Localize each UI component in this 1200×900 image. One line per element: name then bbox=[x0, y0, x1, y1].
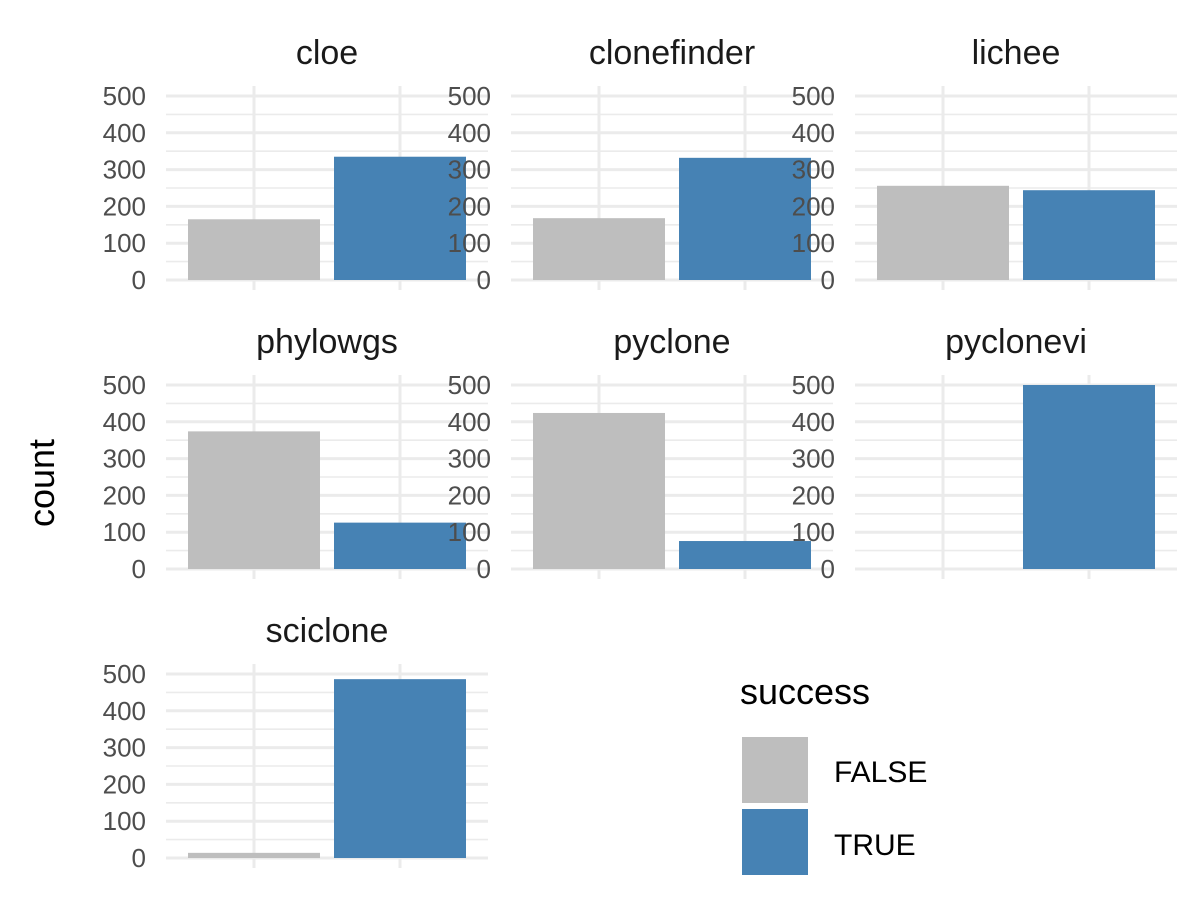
facet-label-clonefinder: clonefinder bbox=[589, 34, 755, 72]
y-tick-label: 100 bbox=[103, 228, 146, 258]
y-tick-label: 200 bbox=[103, 191, 146, 221]
bar-pyclone-false bbox=[533, 412, 665, 569]
bar-lichee-false bbox=[877, 185, 1009, 280]
y-tick-label: 300 bbox=[792, 444, 835, 474]
bar-sciclone-false bbox=[188, 852, 320, 858]
bar-pyclone-true bbox=[679, 541, 811, 569]
facet-label-phylowgs: phylowgs bbox=[256, 323, 398, 361]
y-tick-label: 500 bbox=[448, 81, 491, 111]
bar-sciclone-true bbox=[334, 679, 466, 858]
y-tick-label: 400 bbox=[792, 407, 835, 437]
facet-panel-phylowgs: phylowgs 0 100 200 300 400 500 bbox=[103, 323, 488, 584]
bar-lichee-true bbox=[1023, 190, 1155, 280]
y-tick-label: 500 bbox=[103, 659, 146, 689]
facet-label-lichee: lichee bbox=[972, 34, 1061, 72]
y-tick-label: 200 bbox=[448, 191, 491, 221]
y-tick-label: 300 bbox=[103, 444, 146, 474]
facet-label-pyclone: pyclone bbox=[613, 323, 730, 361]
y-tick-label: 300 bbox=[792, 155, 835, 185]
facet-panel-pyclonevi: pyclonevi 0 100 200 300 400 500 bbox=[792, 323, 1177, 584]
y-tick-label: 500 bbox=[448, 370, 491, 400]
y-tick-label: 200 bbox=[103, 769, 146, 799]
facet-panel-clonefinder: clonefinder 0 100 200 300 400 500 bbox=[448, 34, 833, 295]
y-tick-label: 500 bbox=[103, 81, 146, 111]
y-tick-label: 100 bbox=[103, 806, 146, 836]
y-tick-label: 400 bbox=[103, 118, 146, 148]
y-tick-label: 200 bbox=[448, 480, 491, 510]
facet-label-sciclone: sciclone bbox=[266, 612, 389, 650]
y-tick-label: 300 bbox=[448, 155, 491, 185]
y-tick-label: 100 bbox=[448, 228, 491, 258]
y-tick-label: 0 bbox=[477, 554, 491, 584]
y-tick-label: 400 bbox=[792, 118, 835, 148]
y-tick-label: 0 bbox=[821, 265, 835, 295]
y-tick-label: 0 bbox=[132, 843, 146, 873]
legend: success FALSE TRUE bbox=[740, 671, 927, 875]
y-tick-label: 300 bbox=[103, 155, 146, 185]
y-tick-label: 500 bbox=[103, 370, 146, 400]
y-tick-label: 0 bbox=[477, 265, 491, 295]
y-tick-label: 100 bbox=[448, 517, 491, 547]
bar-phylowgs-false bbox=[188, 431, 320, 569]
y-tick-label: 100 bbox=[103, 517, 146, 547]
y-tick-label: 500 bbox=[792, 81, 835, 111]
facet-panel-cloe: cloe 0 100 200 300 400 500 bbox=[103, 34, 488, 295]
y-tick-label: 400 bbox=[103, 696, 146, 726]
y-tick-label: 300 bbox=[448, 444, 491, 474]
y-tick-label: 0 bbox=[132, 265, 146, 295]
bar-clonefinder-true bbox=[679, 157, 811, 280]
y-tick-label: 200 bbox=[103, 480, 146, 510]
bar-clonefinder-false bbox=[533, 218, 665, 280]
legend-swatch-true bbox=[742, 809, 808, 875]
y-tick-label: 400 bbox=[448, 118, 491, 148]
facet-panel-lichee: lichee 0 100 200 300 400 500 bbox=[792, 34, 1177, 295]
y-tick-label: 400 bbox=[103, 407, 146, 437]
y-tick-label: 100 bbox=[792, 517, 835, 547]
facet-panels: cloe 0 100 200 300 400 500 clonefinder 0 100 200 30… bbox=[103, 34, 1177, 873]
bar-cloe-false bbox=[188, 219, 320, 280]
y-tick-label: 400 bbox=[448, 407, 491, 437]
legend-label-true: TRUE bbox=[834, 829, 916, 862]
y-tick-label: 0 bbox=[132, 554, 146, 584]
bar-pyclonevi-true bbox=[1023, 385, 1155, 569]
legend-label-false: FALSE bbox=[834, 756, 927, 789]
y-tick-label: 200 bbox=[792, 191, 835, 221]
facet-label-pyclonevi: pyclonevi bbox=[945, 323, 1087, 361]
y-tick-label: 300 bbox=[103, 733, 146, 763]
y-axis-title: count bbox=[21, 439, 62, 527]
facet-panel-sciclone: sciclone 0 100 200 300 400 500 bbox=[103, 612, 488, 873]
bar-phylowgs-true bbox=[334, 522, 466, 569]
y-tick-label: 100 bbox=[792, 228, 835, 258]
facet-label-cloe: cloe bbox=[296, 34, 358, 72]
y-tick-label: 0 bbox=[821, 554, 835, 584]
facet-panel-pyclone: pyclone 0 100 200 300 400 500 bbox=[448, 323, 833, 584]
y-tick-label: 500 bbox=[792, 370, 835, 400]
legend-title: success bbox=[740, 671, 870, 712]
bar-cloe-true bbox=[334, 156, 466, 280]
legend-swatch-false bbox=[742, 737, 808, 803]
y-tick-label: 200 bbox=[792, 480, 835, 510]
